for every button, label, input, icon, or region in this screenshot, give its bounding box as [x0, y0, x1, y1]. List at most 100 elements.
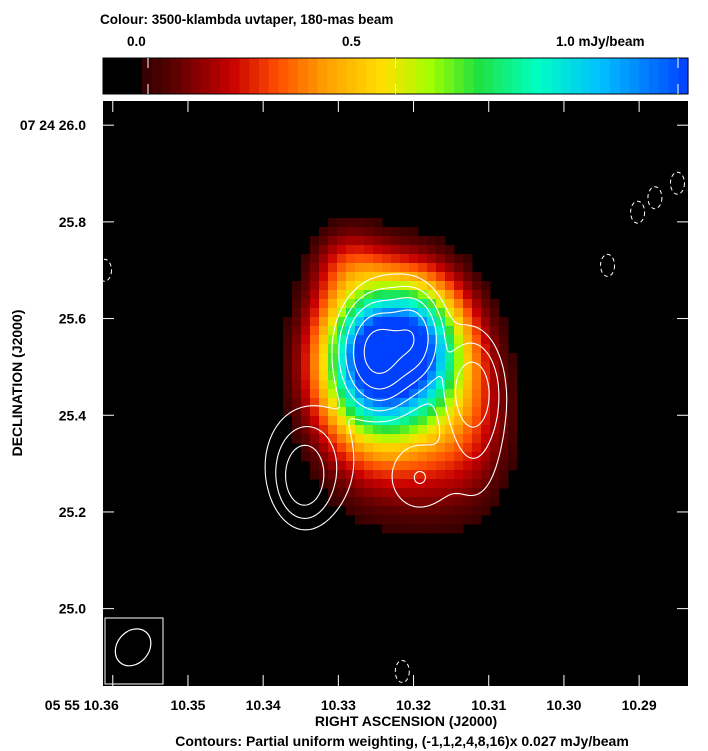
colorbar-cell	[103, 58, 114, 94]
image-pixel	[382, 398, 392, 408]
x-tick-labels: 05 55 10.36 10.35 10.34 10.33 10.32 10.31 10.3…	[45, 697, 657, 713]
image-pixel	[427, 281, 437, 291]
axis-ticks	[103, 101, 688, 686]
image-pixel	[382, 344, 392, 354]
image-pixel	[292, 281, 302, 291]
image-pixel	[490, 335, 500, 345]
image-pixel	[445, 434, 455, 444]
image-pixel	[328, 461, 338, 471]
contour-level-2	[275, 285, 500, 519]
image-pixel	[436, 380, 446, 390]
image-pixel	[481, 317, 491, 327]
image-pixel	[310, 335, 320, 345]
image-pixel	[364, 317, 374, 327]
image-pixel	[391, 380, 401, 390]
image-pixel	[346, 227, 356, 237]
image-pixel	[490, 317, 500, 327]
image-pixel	[481, 452, 491, 462]
image-pixel	[337, 488, 347, 498]
image-pixel	[472, 452, 482, 462]
image-pixel	[445, 371, 455, 381]
image-pixel	[436, 371, 446, 381]
image-pixel	[463, 299, 473, 309]
image-pixel	[337, 236, 347, 246]
image-pixel	[373, 344, 383, 354]
image-pixel	[364, 272, 374, 282]
image-pixel	[418, 326, 428, 336]
image-pixel	[391, 236, 401, 246]
image-pixel	[310, 425, 320, 435]
image-pixel	[436, 245, 446, 255]
image-pixel	[391, 452, 401, 462]
image-pixel	[328, 452, 338, 462]
image-pixel	[445, 425, 455, 435]
image-pixel	[454, 308, 464, 318]
colorbar-cell	[298, 58, 309, 94]
image-pixel	[472, 506, 482, 516]
image-pixel	[328, 479, 338, 489]
image-pixel	[499, 362, 509, 372]
image-pixel	[490, 434, 500, 444]
image-pixel	[472, 515, 482, 525]
contour-level-4	[285, 297, 490, 506]
image-pixel	[355, 488, 365, 498]
image-pixel	[463, 371, 473, 381]
image-pixel	[418, 506, 428, 516]
contour-caption: Contours: Partial uniform weighting, (-1…	[175, 733, 629, 749]
image-pixel	[472, 389, 482, 399]
colorbar-tick-label-max: 1.0 mJy/beam	[556, 34, 645, 49]
image-pixel	[337, 344, 347, 354]
image-pixel	[391, 308, 401, 318]
image-pixel	[337, 245, 347, 255]
image-pixel	[382, 434, 392, 444]
colorbar-cell	[327, 58, 338, 94]
image-pixel	[355, 326, 365, 336]
image-pixel	[292, 398, 302, 408]
image-pixel	[346, 254, 356, 264]
image-pixel	[337, 254, 347, 264]
image-pixel	[418, 416, 428, 426]
image-pixel	[400, 524, 410, 534]
colorbar-cell	[463, 58, 475, 94]
image-pixel	[445, 461, 455, 471]
image-pixel	[427, 443, 437, 453]
colorbar-tick-label-min: 0.0	[127, 34, 146, 49]
image-pixel	[463, 488, 473, 498]
colorbar-cell	[454, 58, 465, 94]
colorbar-cell	[366, 58, 377, 94]
image-pixel	[481, 425, 491, 435]
image-pixel	[436, 299, 446, 309]
image-pixel	[346, 218, 356, 228]
image-pixel	[499, 335, 509, 345]
image-pixel	[283, 326, 293, 336]
image-pixel	[391, 254, 401, 264]
image-pixel	[445, 398, 455, 408]
image-pixel	[337, 380, 347, 390]
image-pixel	[391, 344, 401, 354]
negative-contour	[630, 200, 646, 224]
image-pixel	[292, 380, 302, 390]
image-pixel	[328, 398, 338, 408]
image-pixel	[310, 236, 320, 246]
image-pixel	[427, 488, 437, 498]
image-pixel	[481, 434, 491, 444]
image-pixel	[463, 407, 473, 417]
image-pixel	[418, 488, 428, 498]
image-pixel	[400, 353, 410, 363]
colorbar-cell	[112, 58, 124, 94]
image-pixel	[508, 434, 518, 444]
image-pixel	[391, 398, 401, 408]
image-pixel	[490, 452, 500, 462]
image-pixel	[310, 434, 320, 444]
image-pixel	[445, 488, 455, 498]
image-pixel	[382, 254, 392, 264]
image-pixel	[481, 389, 491, 399]
colorbar-cell	[288, 58, 299, 94]
image-pixel	[454, 263, 464, 273]
image-pixel	[391, 524, 401, 534]
image-pixel	[319, 452, 329, 462]
image-pixel	[364, 398, 374, 408]
image-pixel	[427, 236, 437, 246]
image-pixel	[481, 335, 491, 345]
image-pixel	[499, 461, 509, 471]
